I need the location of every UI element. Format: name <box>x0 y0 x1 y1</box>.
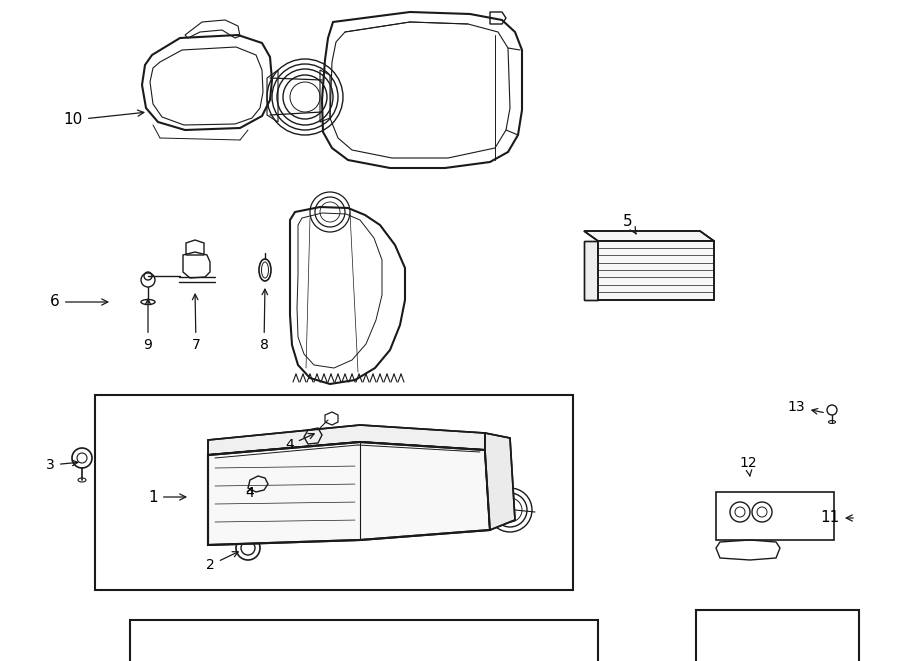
Text: 11: 11 <box>820 510 853 525</box>
Polygon shape <box>584 231 714 241</box>
Text: 8: 8 <box>259 289 268 352</box>
Bar <box>696 610 859 661</box>
Text: 10: 10 <box>64 110 144 128</box>
Text: 13: 13 <box>788 400 824 414</box>
Bar <box>130 620 598 661</box>
Polygon shape <box>485 433 515 530</box>
Text: 2: 2 <box>206 552 238 572</box>
Text: 4: 4 <box>285 434 314 452</box>
Text: 7: 7 <box>192 294 201 352</box>
Bar <box>716 492 834 540</box>
Text: 5: 5 <box>623 214 636 234</box>
Polygon shape <box>584 241 598 300</box>
Text: 9: 9 <box>144 299 152 352</box>
Text: 12: 12 <box>739 456 757 476</box>
Text: 6: 6 <box>50 295 108 309</box>
Text: 1: 1 <box>148 490 185 504</box>
Polygon shape <box>598 241 714 300</box>
Polygon shape <box>208 425 485 455</box>
Bar <box>95 395 573 590</box>
Polygon shape <box>208 442 490 545</box>
Text: 3: 3 <box>46 458 77 472</box>
Text: 4: 4 <box>245 486 254 500</box>
